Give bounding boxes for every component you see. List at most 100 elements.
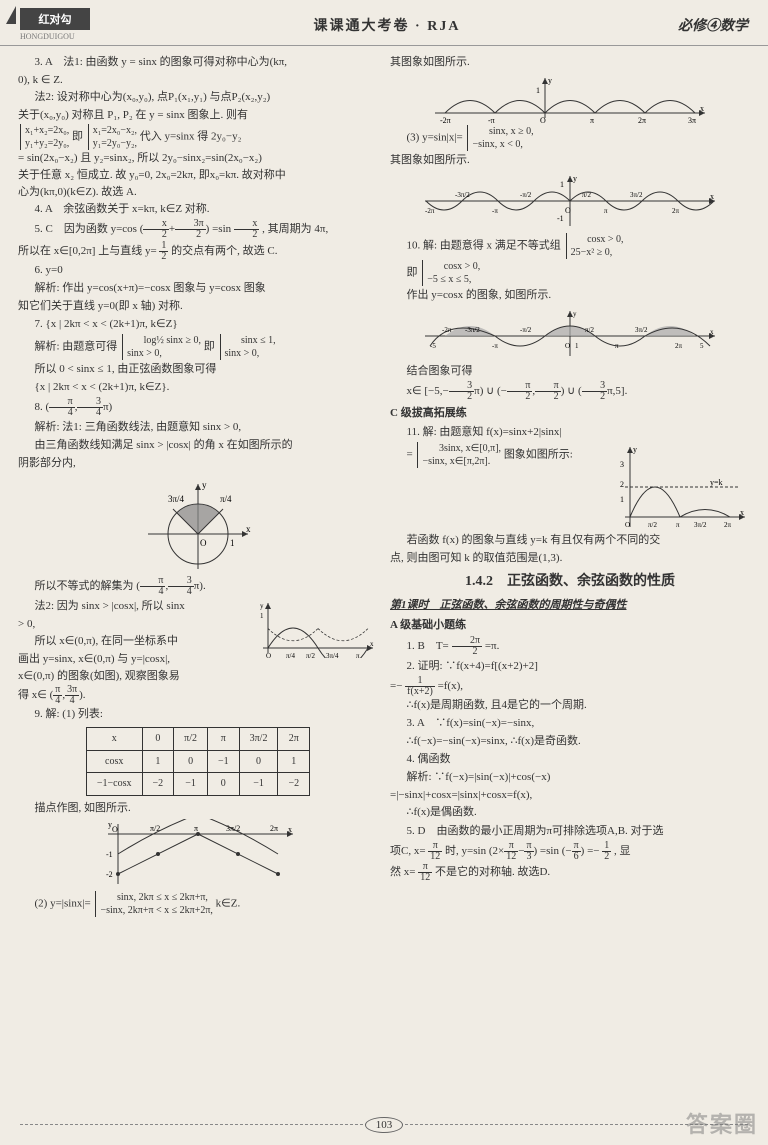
page-number-value: 103 [365,1117,404,1133]
cell: −1 [239,773,278,796]
cell: cosx [86,750,142,773]
text: 关于(x₀,y₀) 对称且 P₁, P₂ 在 y = sinx 图象上. 则有 [18,107,378,124]
svg-text:O: O [112,825,118,834]
svg-text:3π/2: 3π/2 [694,521,707,529]
left-column: 3. A 法1: 由函数 y = sinx 的图象可得对称中心为(kπ, 0),… [18,54,378,918]
svg-text:π/2: π/2 [306,652,315,658]
text: 6. y=0 [18,262,378,279]
svg-text:5: 5 [700,342,704,350]
eq: y₁=2y₀−y₂, [93,138,137,149]
svg-text:3: 3 [620,460,624,469]
svg-text:O: O [565,206,571,215]
t: =π. [485,640,500,652]
svg-text:y: y [108,820,112,829]
text: 得 x∈ (π4,3π4). [18,685,378,706]
text: 若函数 f(x) 的图象与直线 y=k 有且仅有两个不同的交 [390,532,750,549]
text: 画出 y=sinx, x∈(0,π) 与 y=|cosx|, [18,651,252,668]
right-column: 其图象如图所示. -2π-π Oπ 2π3π 1 xy (3) y=sin|x|… [390,54,750,918]
text: =|−sinx|+cosx=|sinx|+cosx=f(x), [390,787,750,804]
svg-text:-3π/2: -3π/2 [455,191,470,199]
svg-text:π: π [194,824,198,833]
level-c: C 级拔高拓展练 [390,405,750,422]
svg-text:y: y [548,76,552,85]
text: =− 1f(x+2) =f(x), [390,676,750,697]
svg-text:y: y [260,602,264,610]
cos-graph: O -5-2π -3π/2-π -π/2π/2 1π 3π/22π 5 xy [420,306,720,361]
text: 描点作图, 如图所示. [18,800,378,817]
text: 解析: ∵f(−x)=|sin(−x)|+cos(−x) [390,769,750,786]
t: 5. C 因为函数 y=cos [35,223,137,235]
text: 10. 解: 由题意得 x 满足不等式组 cosx > 0,25−x² ≥ 0, [390,233,750,259]
eq: cosx > 0, [444,261,480,272]
svg-text:O: O [540,116,546,123]
sin-abs-x-graph: O -2π-3π/2 -π-π/2 π/2π 3π/22π 1-1 xy [420,171,720,231]
svg-text:π: π [590,116,594,123]
svg-text:π/4: π/4 [220,494,232,504]
watermark: 答案圈 [686,1107,758,1139]
svg-text:y=k: y=k [710,478,723,487]
eq: y₁+y₂=2y₀, [25,138,69,149]
t: 所以不等式的解集为 [35,580,134,592]
svg-text:O: O [266,652,271,658]
eq: sinx ≤ 1, [241,335,276,346]
t: 即 [407,267,418,279]
svg-text:1: 1 [620,495,624,504]
text: = sin(2x₀−x₂) 且 y₂=sinx₂, 所以 2y₀−sinx₂=s… [18,150,378,167]
eq: sinx > 0, [225,348,260,359]
svg-text:1: 1 [560,180,564,189]
svg-text:3π/2: 3π/2 [226,824,240,833]
text: 4. A 余弦函数关于 x=kπ, k∈Z 对称. [18,201,378,218]
svg-text:3π/4: 3π/4 [326,652,339,658]
t: , 其周期为 4π, [262,223,328,235]
cell: 1 [142,750,174,773]
text: 项C, x= π12 时, y=sin (2×π12−π3) =sin (−π6… [390,841,750,862]
text: 即 cosx > 0,−5 ≤ x ≤ 5, [390,260,750,286]
svg-text:2: 2 [620,480,624,489]
svg-text:y: y [633,445,637,454]
text: 解析: 作出 y=cos(x+π)=−cosx 图象与 y=cosx 图象 [18,280,378,297]
svg-text:O: O [625,521,630,529]
text: ∴f(x)是偶函数. [390,804,750,821]
svg-text:π: π [615,342,619,350]
cell: 0 [174,750,208,773]
text: (3) y=sin|x|= sinx, x ≥ 0,−sinx, x < 0, [390,125,750,151]
svg-text:2π: 2π [672,207,680,215]
text: ∴f(x)是周期函数, 且4是它的一个周期. [390,697,750,714]
text: 解析: 法1: 三角函数线法, 由题意知 sinx > 0, [18,419,378,436]
t: ∪ [567,385,575,397]
svg-text:-π: -π [488,116,495,123]
cell: 2π [278,728,310,751]
cell: π/2 [174,728,208,751]
svg-text:π/2: π/2 [648,521,657,529]
text: 作出 y=cosx 的图象, 如图所示. [390,287,750,304]
text: 关于任意 x₂ 恒成立. 故 y₀=0, 2x₀=2kπ, 即x₀=kπ. 故对… [18,167,378,184]
t: 所以在 x∈[0,2π] 上与直线 y= [18,245,157,257]
svg-text:x: x [288,825,292,834]
sin-cos-small-graph: O π/4 π/2 3π/4 π x y 1 [258,598,378,658]
text: 所以不等式的解集为 (π4,34π). [18,576,378,597]
text: 其图象如图所示. [390,54,750,71]
svg-text:y: y [573,174,577,183]
svg-text:y: y [202,480,207,490]
svg-text:1: 1 [260,612,264,620]
eq: 25−x² ≥ 0, [571,247,613,258]
text: ∴f(−x)=−sin(−x)=sinx, ∴f(x)是奇函数. [390,733,750,750]
svg-text:π/2: π/2 [150,824,160,833]
svg-text:-3π/2: -3π/2 [465,326,480,334]
t: 10. 解: 由题意得 x 满足不等式组 [407,240,561,252]
t: , 显 [614,845,631,857]
text: 阴影部分内, [18,455,378,472]
t: 然 x= [390,866,415,878]
t: 时, y=sin [445,845,486,857]
t: 8. [35,401,43,413]
text: > 0, [18,616,252,633]
eq: sinx, 2kπ ≤ x ≤ 2kπ+π, [117,892,208,903]
svg-text:1: 1 [575,342,579,350]
svg-text:π/2: π/2 [585,326,594,334]
cell: −2 [142,773,174,796]
graph-9: O π/2 π 3π/2 2π x y -1 -2 [98,819,298,889]
text: 5. C 因为函数 y=cos (x2+3π2) =sin x2 , 其周期为 … [18,219,378,240]
svg-text:-2π: -2π [442,326,452,334]
text: 3. A 法1: 由函数 y = sinx 的图象可得对称中心为(kπ, [18,54,378,71]
text: x∈(0,π) 的图象(如图), 观察图象易 [18,668,252,685]
